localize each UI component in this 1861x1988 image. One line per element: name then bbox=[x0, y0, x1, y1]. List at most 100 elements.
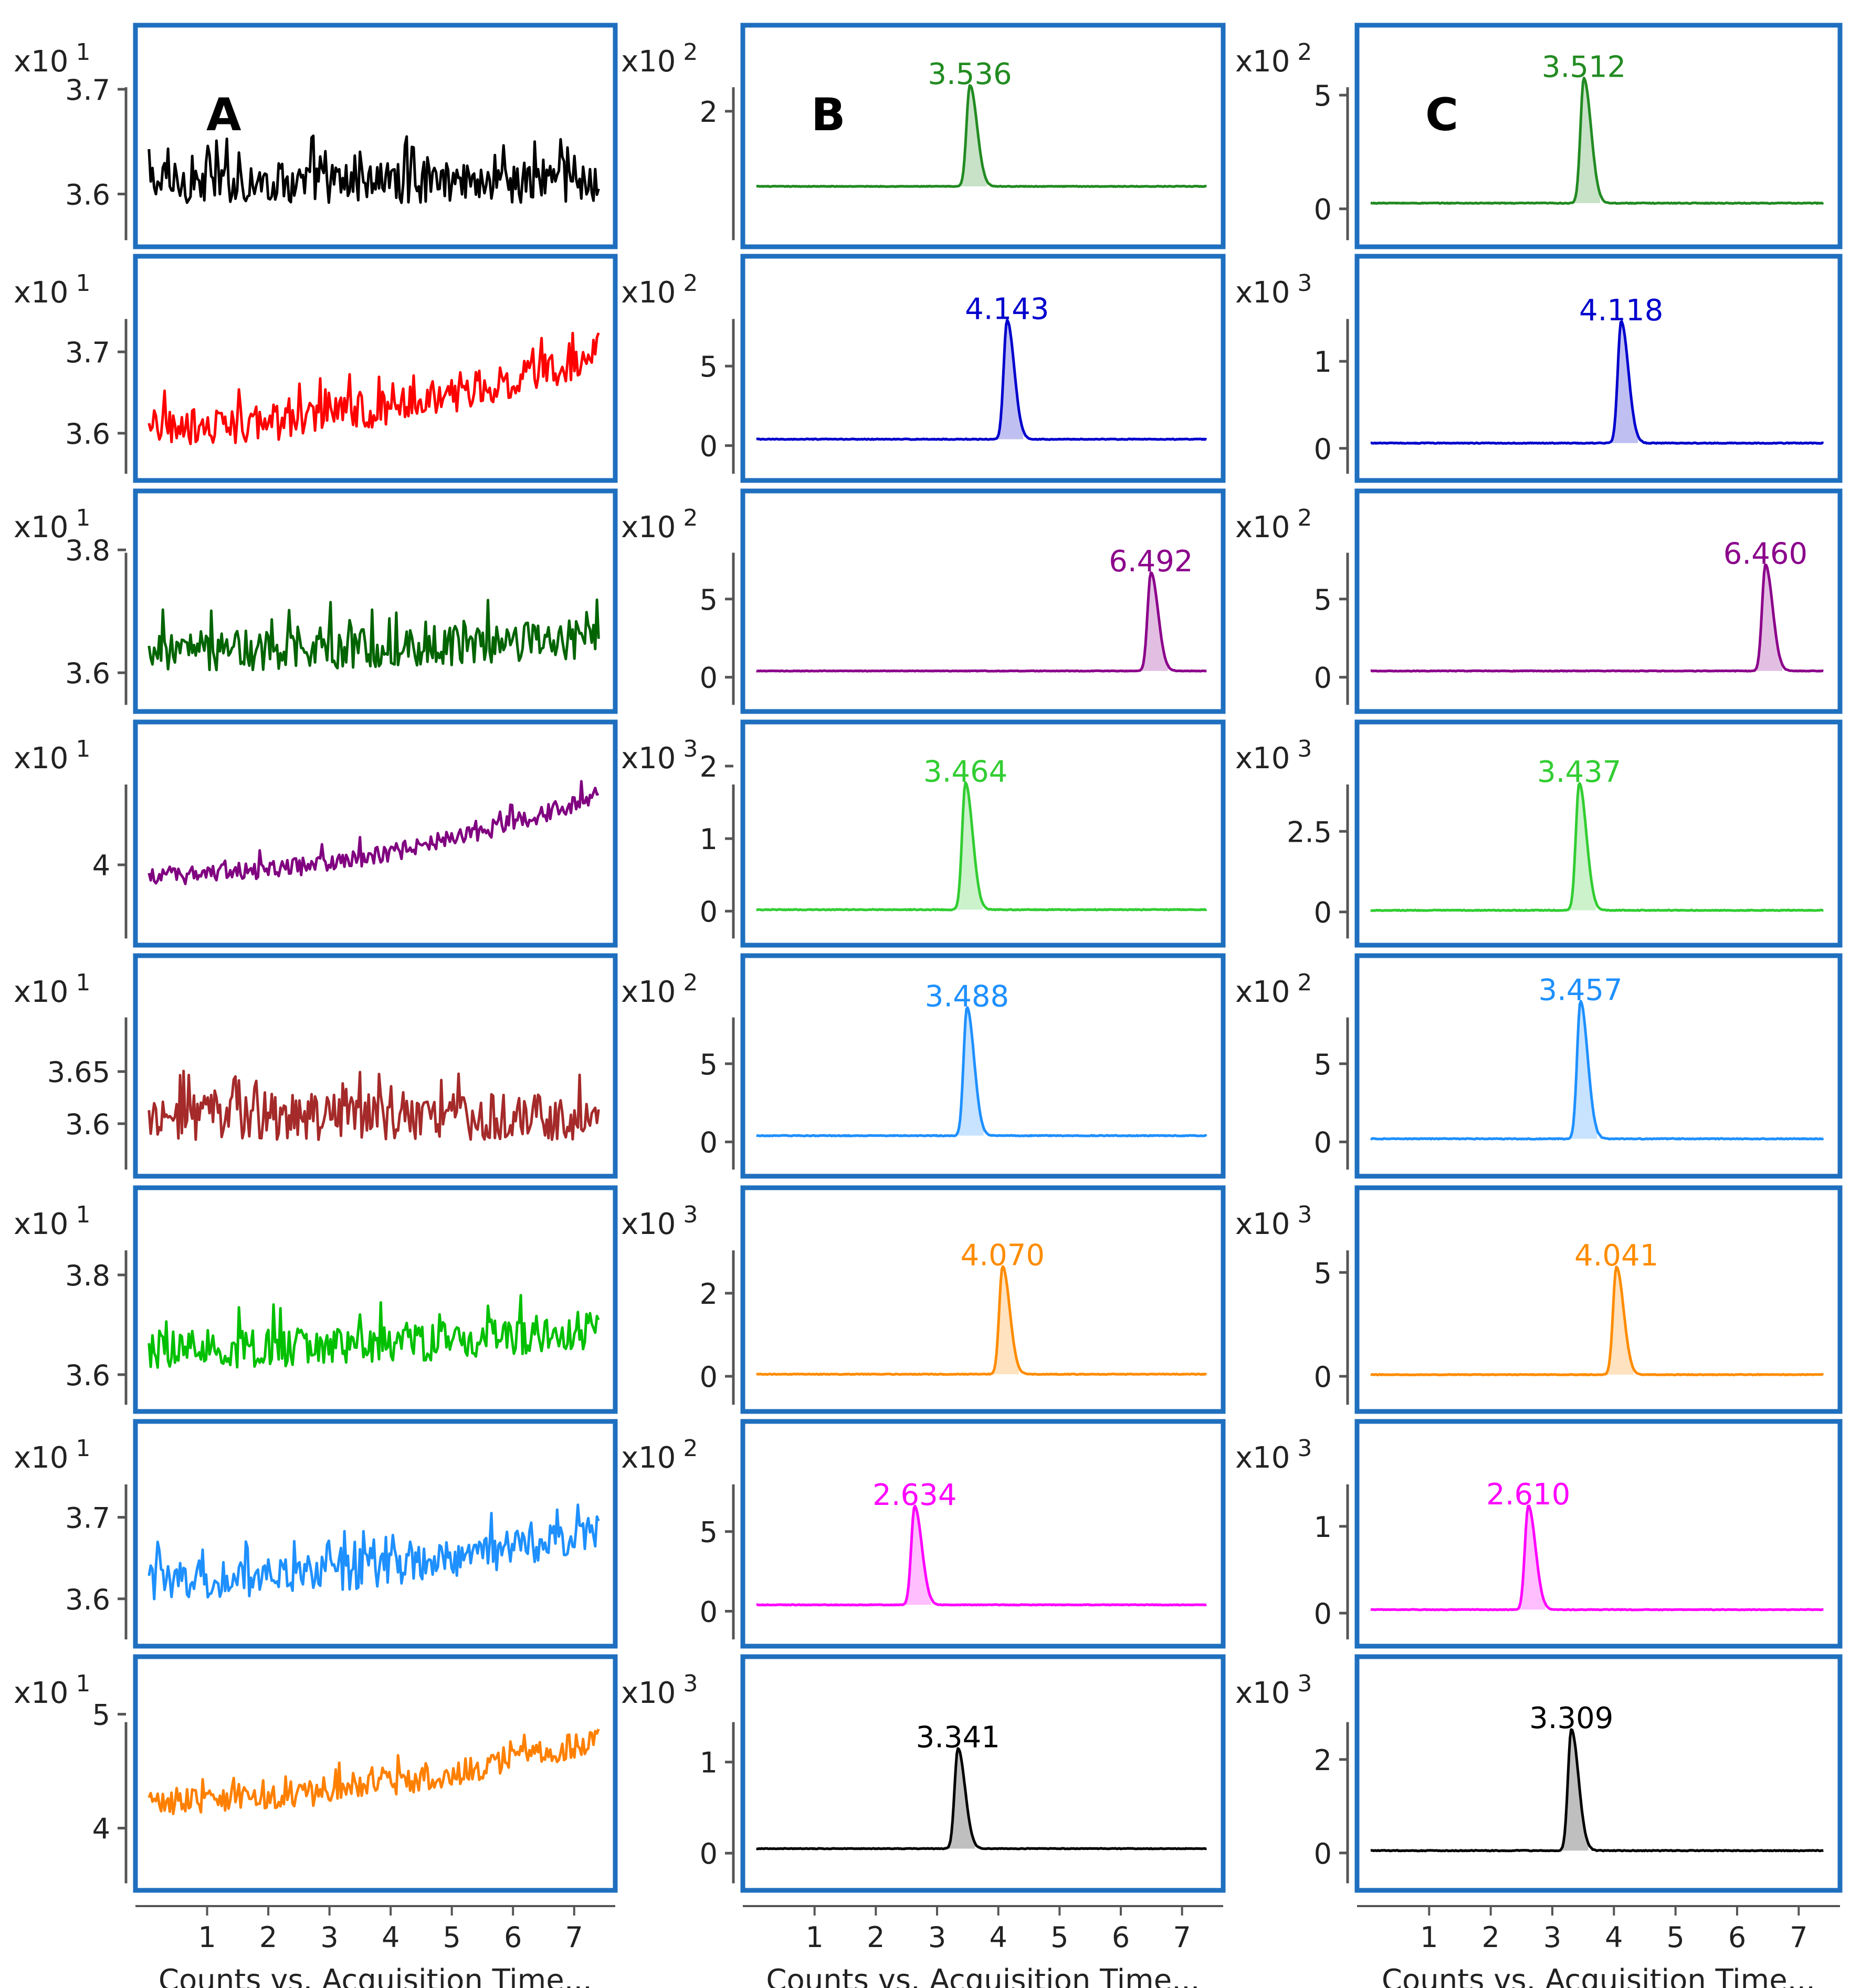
trace-line bbox=[755, 1747, 1207, 1850]
y-tick-label: 0 bbox=[1314, 896, 1332, 929]
trace-line bbox=[756, 781, 1207, 912]
x-tick-label: 5 bbox=[1050, 1921, 1068, 1954]
peak-area bbox=[1563, 1001, 1597, 1139]
scale-base: x10 bbox=[1235, 1676, 1290, 1710]
scale-exponent: 2 bbox=[683, 270, 698, 297]
panel-b-3: x10 2 5 0 6.492 bbox=[621, 488, 1226, 714]
x-tick-label: 5 bbox=[1666, 1921, 1684, 1954]
scale-label: x10 1 bbox=[14, 270, 90, 310]
panel-frame bbox=[133, 488, 618, 714]
panel-c-3: x10 2 5 0 6.460 bbox=[1235, 488, 1843, 714]
scale-base: x10 bbox=[14, 741, 68, 776]
panel-frame bbox=[1354, 488, 1843, 714]
y-tick-label: 5 bbox=[1314, 1048, 1332, 1081]
y-tick-label: 2 bbox=[700, 1278, 718, 1311]
peak-area bbox=[898, 1506, 931, 1605]
panel-frame bbox=[740, 23, 1226, 249]
y-tick-label: 5 bbox=[92, 1699, 110, 1732]
panel-frame bbox=[133, 23, 618, 249]
scale-base: x10 bbox=[621, 510, 676, 545]
y-tick-label: 3.6 bbox=[65, 1359, 110, 1392]
scale-label: x10 1 bbox=[14, 505, 90, 545]
y-tick-label: 5 bbox=[1314, 583, 1332, 616]
y-tick-label: 0 bbox=[700, 895, 718, 928]
scale-label: x10 2 bbox=[621, 270, 698, 310]
trace-line bbox=[148, 331, 600, 445]
scale-exponent: 3 bbox=[1297, 1670, 1312, 1697]
y-tick-label: 5 bbox=[700, 1048, 718, 1081]
y-tick-label: 2 bbox=[700, 750, 718, 783]
scale-label: x10 3 bbox=[621, 1670, 698, 1710]
panel-b-2: x10 2 5 0 4.143 bbox=[621, 254, 1226, 483]
scale-exponent: 1 bbox=[76, 270, 90, 297]
y-tick-label: 3.6 bbox=[65, 1583, 110, 1616]
panel-c-7: x10 3 1 0 2.610 bbox=[1235, 1419, 1843, 1649]
scale-label: x10 2 bbox=[621, 969, 698, 1009]
y-tick-label: 5 bbox=[1314, 79, 1332, 112]
y-tick-label: 3.6 bbox=[65, 657, 110, 690]
peak-area bbox=[1562, 783, 1596, 911]
trace-line bbox=[1370, 563, 1824, 673]
x-axis-label: Counts vs. Acquisition Time... bbox=[1382, 1963, 1815, 1988]
scale-exponent: 1 bbox=[76, 1201, 90, 1228]
x-tick-label: 3 bbox=[928, 1921, 946, 1954]
y-tick-label: 1 bbox=[1314, 346, 1332, 379]
x-tick-label: 3 bbox=[320, 1921, 338, 1954]
scale-base: x10 bbox=[1235, 510, 1290, 545]
scale-label: x10 1 bbox=[14, 1435, 90, 1475]
trace-line bbox=[148, 598, 600, 672]
scale-exponent: 2 bbox=[1297, 39, 1312, 66]
trace-line bbox=[756, 84, 1207, 188]
scale-exponent: 1 bbox=[76, 39, 90, 66]
scale-base: x10 bbox=[1235, 45, 1290, 79]
trace-line bbox=[148, 1503, 600, 1600]
x-axis-label: Counts vs. Acquisition Time... bbox=[766, 1963, 1200, 1988]
y-tick-label: 3.6 bbox=[65, 1108, 110, 1141]
y-tick-label: 2 bbox=[700, 96, 718, 129]
x-tick-label: 6 bbox=[504, 1921, 522, 1954]
scale-exponent: 2 bbox=[683, 969, 698, 996]
peak-area bbox=[950, 1007, 984, 1136]
scale-label: x10 3 bbox=[1235, 270, 1312, 310]
panel-letter: C bbox=[1425, 89, 1458, 141]
scale-base: x10 bbox=[14, 1676, 68, 1710]
y-tick-label: 0 bbox=[700, 1126, 718, 1159]
x-tick-label: 1 bbox=[198, 1921, 216, 1954]
scale-base: x10 bbox=[621, 1441, 676, 1475]
scale-exponent: 1 bbox=[76, 969, 90, 996]
y-tick-label: 4 bbox=[92, 1813, 110, 1846]
peak-label: 2.610 bbox=[1486, 1478, 1570, 1512]
scale-base: x10 bbox=[1235, 1207, 1290, 1241]
trace-line bbox=[148, 780, 600, 885]
peak-area bbox=[1600, 1267, 1634, 1375]
y-tick-label: 0 bbox=[700, 662, 718, 695]
panel-letter: A bbox=[206, 89, 241, 141]
scale-base: x10 bbox=[14, 276, 68, 310]
panel-frame bbox=[740, 1654, 1226, 1893]
panel-frame bbox=[1354, 254, 1843, 483]
panel-frame bbox=[740, 719, 1226, 948]
scale-label: x10 3 bbox=[1235, 736, 1312, 776]
peak-label: 3.488 bbox=[925, 980, 1009, 1014]
panel-a-8: x10 15 4 bbox=[14, 1654, 618, 1893]
scale-base: x10 bbox=[621, 975, 676, 1009]
scale-exponent: 2 bbox=[683, 505, 698, 531]
trace-line bbox=[1370, 1728, 1824, 1853]
trace-line bbox=[756, 1504, 1207, 1607]
scale-exponent: 2 bbox=[1297, 505, 1312, 531]
peak-label: 3.512 bbox=[1542, 50, 1626, 85]
trace-line bbox=[1370, 320, 1824, 445]
panel-frame bbox=[740, 953, 1226, 1179]
peak-label: 2.634 bbox=[872, 1478, 956, 1512]
panel-b-8: x10 3 1 0 3.341 bbox=[621, 1654, 1226, 1893]
peak-area bbox=[949, 782, 983, 911]
y-tick-label: 0 bbox=[1314, 193, 1332, 226]
y-tick-label: 3.7 bbox=[65, 74, 110, 107]
peak-label: 3.536 bbox=[928, 57, 1012, 91]
x-tick-label: 7 bbox=[1173, 1921, 1191, 1954]
panel-frame bbox=[133, 953, 618, 1179]
panel-frame bbox=[740, 1419, 1226, 1649]
